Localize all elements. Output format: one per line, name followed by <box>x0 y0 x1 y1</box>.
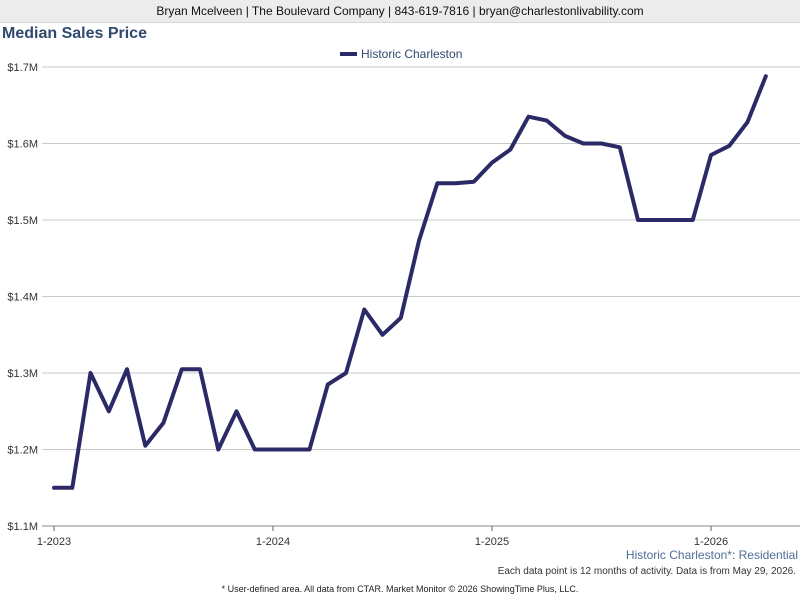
x-tick-label: 1-2025 <box>475 536 509 548</box>
series-line <box>52 74 768 490</box>
legend-label: Historic Charleston <box>361 47 463 61</box>
x-tick-label: 1-2024 <box>256 536 290 548</box>
data-note: Each data point is 12 months of activity… <box>497 566 796 577</box>
footer-credit: * User-defined area. All data from CTAR.… <box>221 584 579 594</box>
chart-title: Median Sales Price <box>2 25 147 42</box>
x-tick-label: 1-2026 <box>694 536 728 548</box>
y-tick-label: $1.5M <box>7 215 38 227</box>
series-lines <box>52 74 768 490</box>
gridlines <box>42 66 800 527</box>
contact-header: Bryan Mcelveen | The Boulevard Company |… <box>0 0 800 23</box>
y-tick-label: $1.1M <box>7 521 38 533</box>
y-tick-label: $1.7M <box>7 62 38 74</box>
region-label: Historic Charleston*: Residential <box>625 548 798 562</box>
y-tick-label: $1.2M <box>7 445 38 457</box>
y-tick-label: $1.6M <box>7 139 38 151</box>
legend-swatch <box>340 52 357 56</box>
x-tick-label: 1-2023 <box>37 536 71 548</box>
y-tick-label: $1.4M <box>7 292 38 304</box>
chart-legend: Historic Charleston <box>340 46 462 62</box>
y-tick-label: $1.3M <box>7 368 38 380</box>
axes: $1.1M $1.2M $1.3M $1.4M $1.5M $1.6M $1.7M 1-202… <box>7 62 728 548</box>
